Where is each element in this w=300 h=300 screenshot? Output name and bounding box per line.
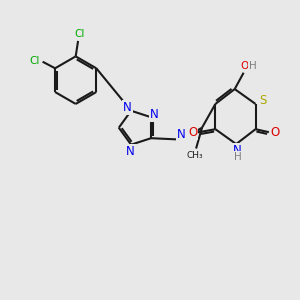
- Text: N: N: [123, 101, 132, 114]
- Text: N: N: [150, 108, 159, 121]
- Text: Cl: Cl: [29, 56, 40, 65]
- Text: O: O: [271, 126, 280, 139]
- Text: N: N: [177, 128, 186, 141]
- Text: S: S: [259, 94, 267, 107]
- Text: N: N: [126, 145, 135, 158]
- Text: H: H: [234, 152, 242, 161]
- Text: O: O: [240, 61, 249, 71]
- Text: N: N: [233, 143, 242, 157]
- Text: H: H: [249, 61, 257, 71]
- Text: CH₃: CH₃: [186, 152, 203, 160]
- Text: O: O: [188, 126, 197, 139]
- Text: Cl: Cl: [74, 29, 84, 39]
